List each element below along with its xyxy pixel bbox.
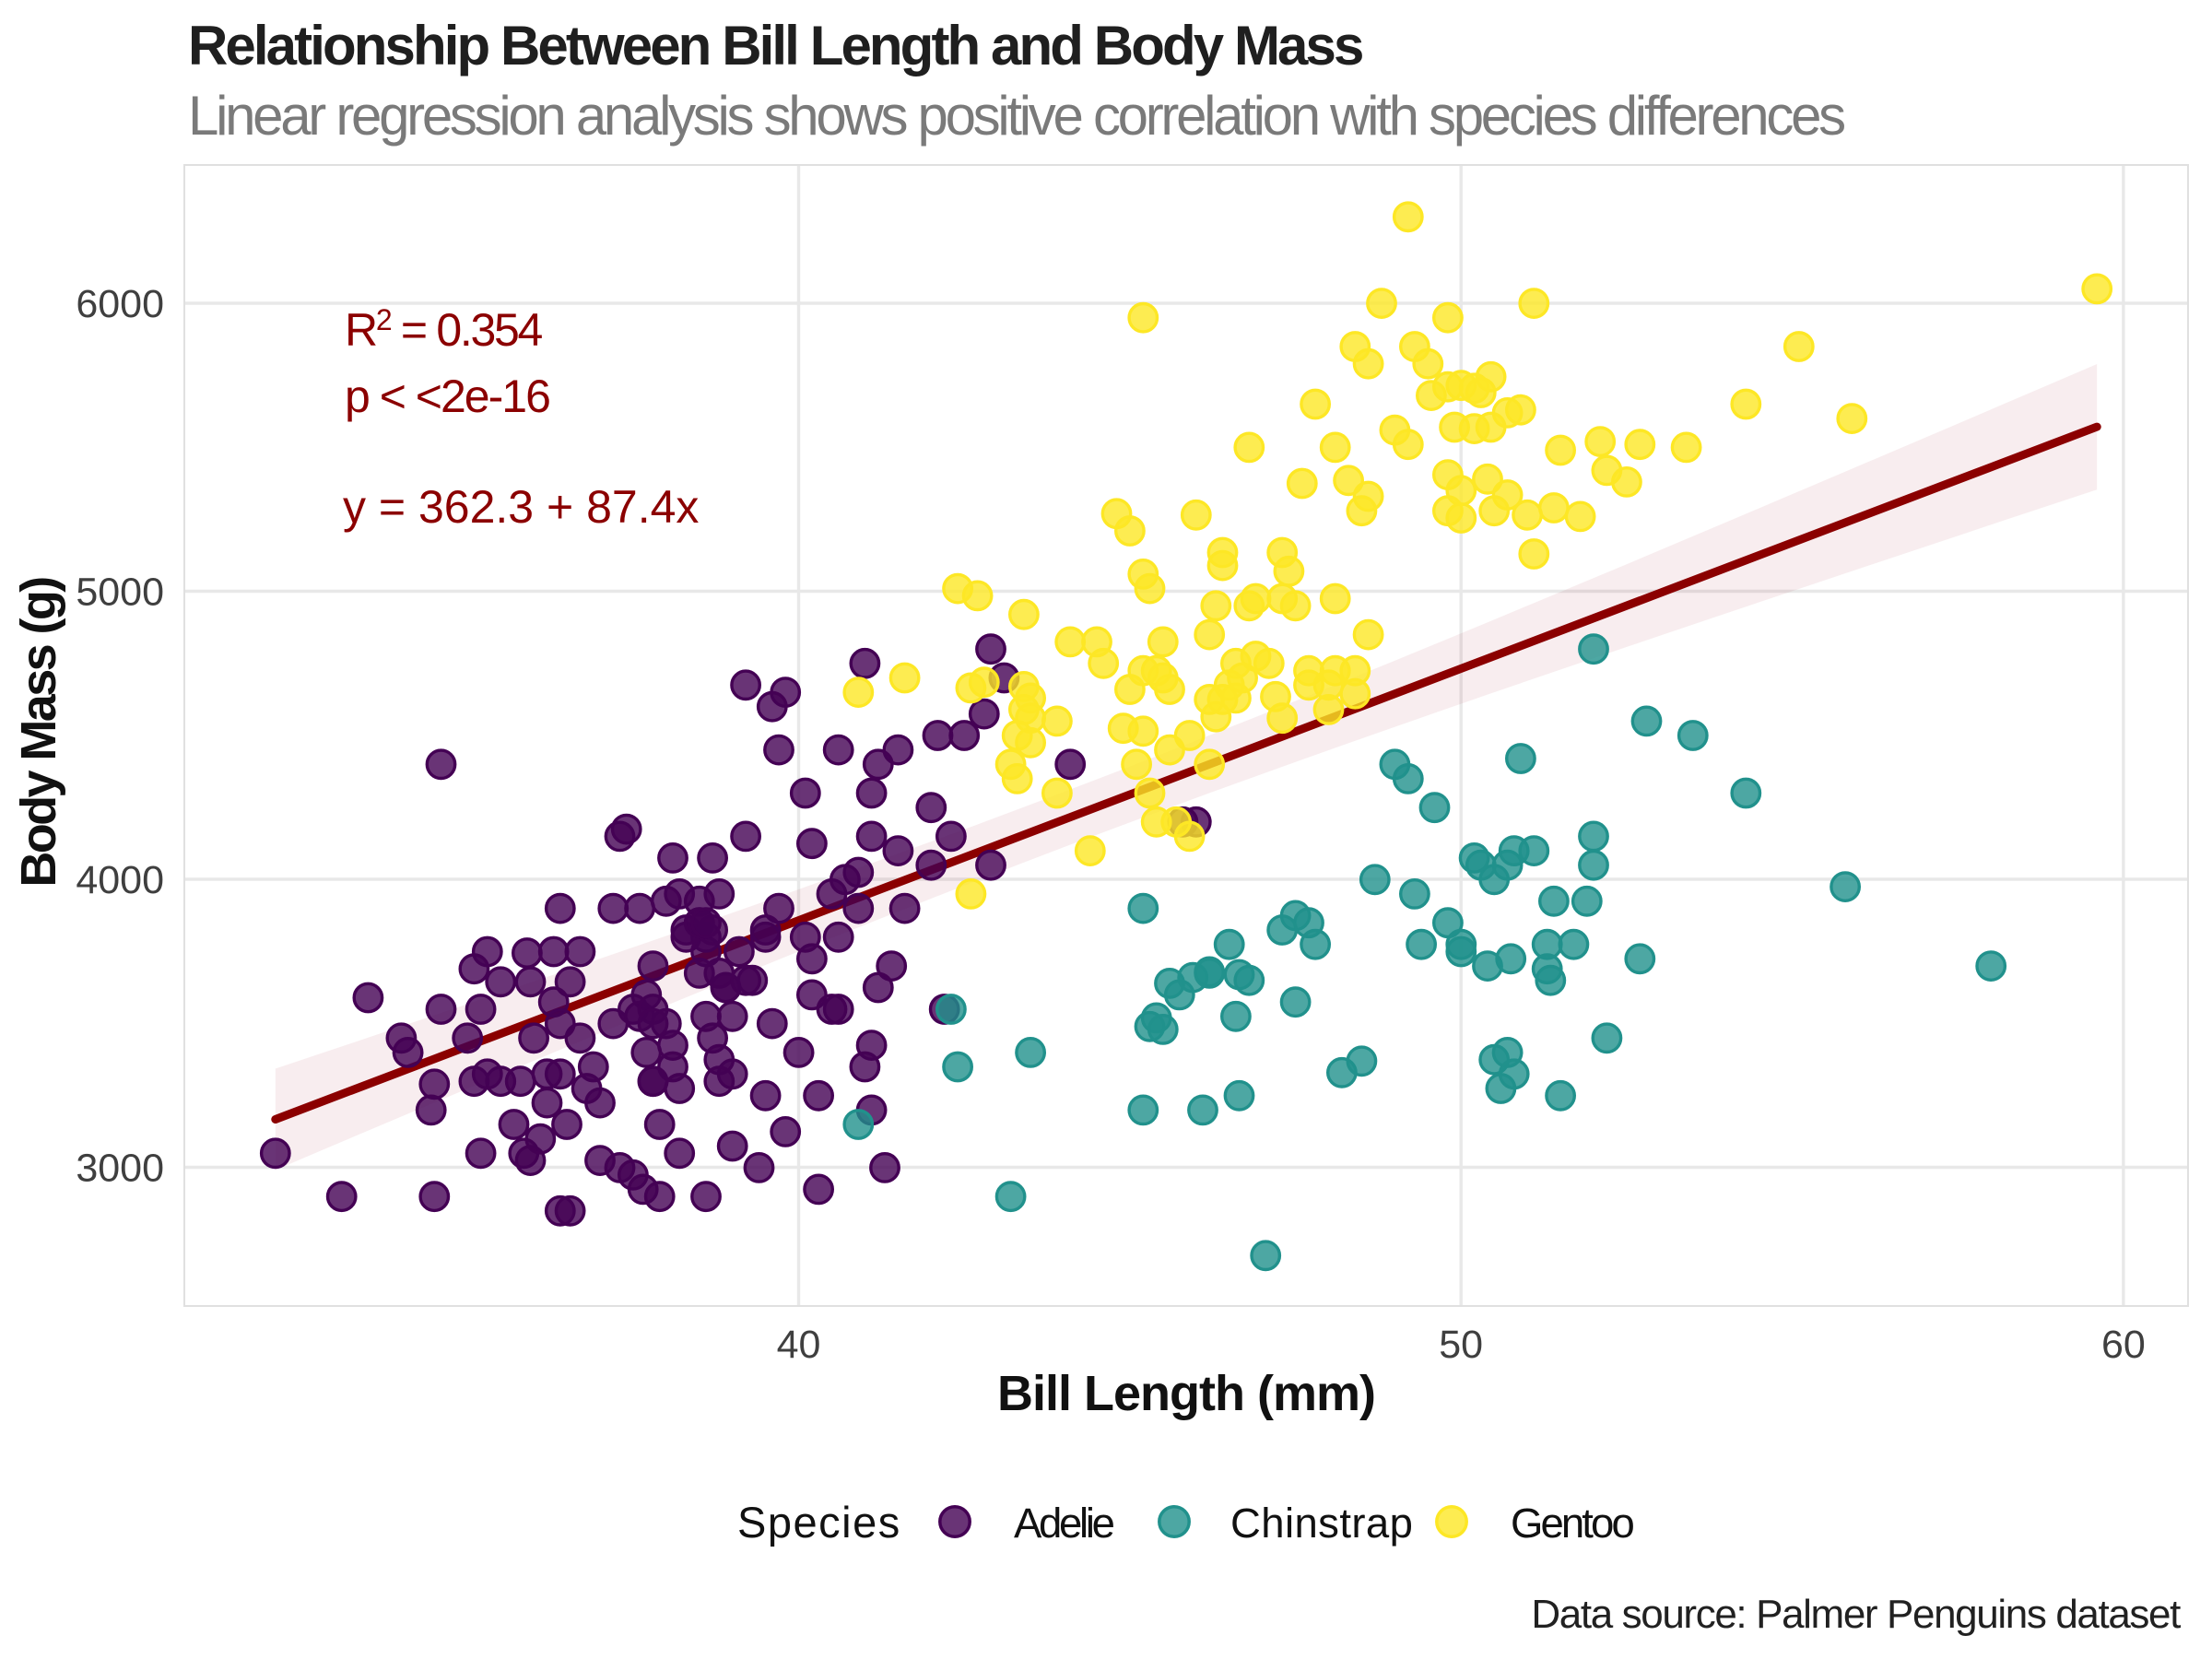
svg-text:Data source: Palmer Penguins d: Data source: Palmer Penguins dataset	[1531, 1592, 2181, 1637]
svg-text:Species: Species	[737, 1498, 901, 1547]
svg-text:y = 362.3 + 87.4x: y = 362.3 + 87.4x	[343, 481, 699, 533]
svg-text:6000: 6000	[76, 282, 164, 326]
svg-text:Bill Length (mm): Bill Length (mm)	[997, 1366, 1375, 1421]
svg-text:Body Mass (g): Body Mass (g)	[11, 578, 66, 888]
svg-text:p < <2e-16: p < <2e-16	[345, 371, 549, 422]
svg-text:Adelie: Adelie	[1014, 1500, 1114, 1547]
svg-text:4000: 4000	[76, 858, 164, 902]
svg-text:5000: 5000	[76, 571, 164, 615]
svg-text:Chinstrap: Chinstrap	[1230, 1500, 1413, 1547]
svg-text:60: 60	[2101, 1323, 2146, 1367]
svg-text:40: 40	[777, 1323, 821, 1367]
svg-text:3000: 3000	[76, 1147, 164, 1191]
svg-text:Relationship Between Bill Leng: Relationship Between Bill Length and Bod…	[188, 15, 1362, 76]
svg-text:Linear regression analysis sho: Linear regression analysis shows positiv…	[188, 85, 1844, 147]
svg-text:50: 50	[1439, 1323, 1483, 1367]
svg-text:R2 = 0.354: R2 = 0.354	[345, 303, 543, 356]
svg-text:Gentoo: Gentoo	[1511, 1500, 1633, 1547]
